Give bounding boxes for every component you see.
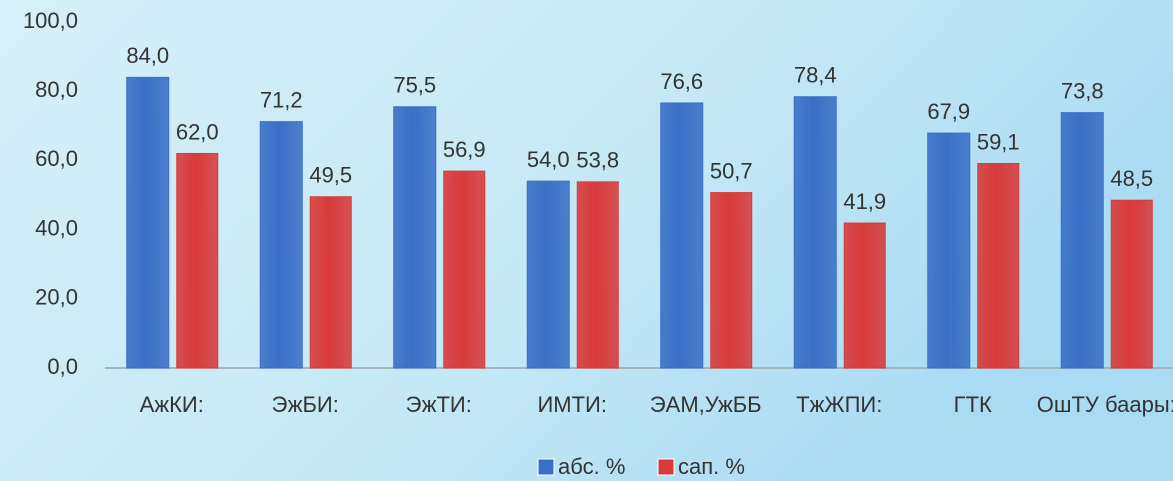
bar-base bbox=[844, 223, 886, 368]
bar-base bbox=[260, 121, 303, 368]
value-label: 67,9 bbox=[927, 99, 970, 124]
y-tick-label: 80,0 bbox=[35, 77, 78, 102]
value-label: 76,6 bbox=[660, 69, 703, 94]
bar-base bbox=[1061, 112, 1104, 368]
x-tick-label: АжКИ: bbox=[140, 392, 204, 417]
value-label: 49,5 bbox=[309, 163, 352, 188]
y-tick-label: 40,0 bbox=[35, 215, 78, 240]
value-label: 56,9 bbox=[443, 137, 486, 162]
bar-base bbox=[527, 181, 570, 368]
legend-swatch bbox=[537, 458, 555, 476]
value-label: 78,4 bbox=[794, 63, 837, 88]
value-label: 73,8 bbox=[1061, 78, 1104, 103]
bar-base bbox=[577, 181, 619, 368]
x-tick-label: ОшТУ баары: bbox=[1037, 392, 1173, 417]
value-label: 84,0 bbox=[126, 43, 169, 68]
bar-base bbox=[660, 102, 703, 369]
x-tick-label: ЭАМ,УжББ bbox=[650, 392, 762, 417]
value-label: 71,2 bbox=[260, 87, 303, 112]
value-label: 75,5 bbox=[393, 73, 436, 98]
y-tick-label: 0,0 bbox=[47, 354, 78, 379]
bar-base bbox=[393, 106, 436, 369]
value-label: 48,5 bbox=[1110, 166, 1153, 191]
x-tick-label: ЭжТИ: bbox=[406, 392, 472, 417]
bar-base bbox=[710, 192, 752, 368]
value-label: 53,8 bbox=[576, 148, 619, 173]
x-tick-label: ТжЖПИ: bbox=[796, 392, 882, 417]
value-label: 59,1 bbox=[977, 129, 1020, 154]
bar-base bbox=[126, 77, 169, 369]
y-tick-label: 60,0 bbox=[35, 146, 78, 171]
bar-base bbox=[443, 171, 485, 368]
bar-base bbox=[794, 96, 837, 369]
bar-base bbox=[927, 133, 970, 368]
legend-label: абс. % bbox=[558, 454, 625, 479]
x-tick-label: ИМТИ: bbox=[537, 392, 607, 417]
y-tick-label: 100,0 bbox=[23, 8, 78, 33]
x-tick-label: ЭжБИ: bbox=[272, 392, 339, 417]
value-label: 54,0 bbox=[527, 147, 570, 172]
bar-base bbox=[977, 163, 1019, 368]
bar-base bbox=[310, 196, 352, 368]
bar-base bbox=[176, 153, 218, 368]
legend-label: сап. % bbox=[678, 454, 745, 479]
y-tick-label: 20,0 bbox=[35, 285, 78, 310]
value-label: 50,7 bbox=[710, 158, 753, 183]
x-tick-label: ГТК bbox=[954, 392, 992, 417]
value-label: 62,0 bbox=[176, 119, 219, 144]
value-label: 41,9 bbox=[843, 189, 886, 214]
bar-base bbox=[1111, 200, 1153, 368]
legend-swatch bbox=[657, 458, 675, 476]
